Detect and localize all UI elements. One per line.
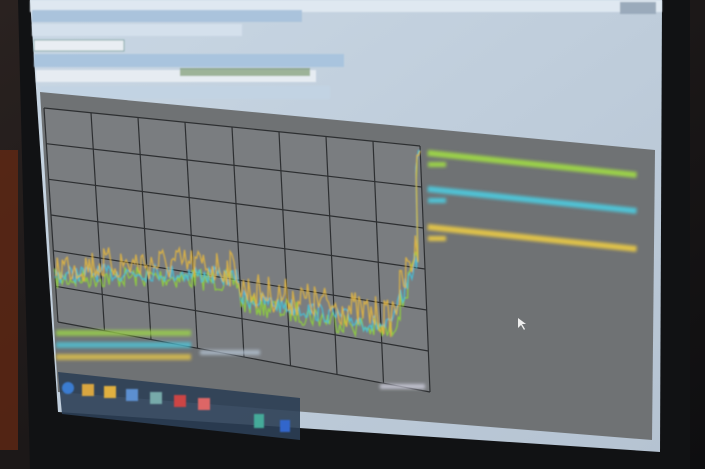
app-icon	[104, 386, 116, 398]
status-text	[380, 384, 425, 389]
app-icon	[254, 414, 264, 428]
start-button	[62, 382, 74, 394]
status-text	[56, 342, 191, 348]
input	[34, 40, 124, 51]
app-icon	[82, 384, 94, 396]
toolbar	[32, 10, 302, 22]
app-icon	[174, 395, 186, 407]
legend-entry	[428, 162, 446, 167]
app-icon	[198, 398, 210, 410]
icons	[180, 68, 310, 76]
toolbar	[32, 24, 242, 36]
side-object	[0, 150, 18, 450]
status-text	[56, 354, 191, 360]
photo-scene	[0, 0, 705, 469]
legend-entry	[428, 236, 446, 241]
app-icon	[126, 389, 138, 401]
status-text	[200, 350, 260, 355]
toolbar	[34, 54, 344, 67]
page: (() => { const svg = document.getElement…	[0, 0, 705, 469]
status-text	[56, 330, 191, 336]
app-icon	[150, 392, 162, 404]
app-icon	[280, 420, 290, 432]
window-buttons	[620, 2, 656, 14]
legend-entry	[428, 198, 446, 203]
